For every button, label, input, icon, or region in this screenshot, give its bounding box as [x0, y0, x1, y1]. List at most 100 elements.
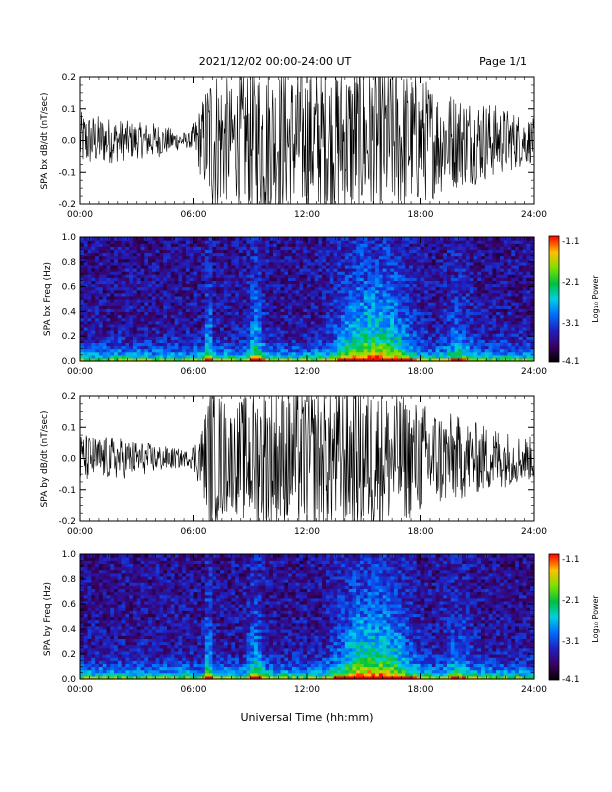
spectrogram-cell: [231, 271, 236, 275]
spectrogram-cell: [254, 299, 259, 303]
spectrogram-cell: [307, 323, 312, 328]
spectrogram-cell: [223, 330, 229, 334]
spectrogram-cell: [114, 246, 119, 250]
spectrogram-cell: [102, 271, 108, 275]
spectrogram-cell: [208, 268, 214, 272]
spectrogram-cell: [261, 292, 266, 297]
spectrogram-cell: [428, 311, 433, 316]
spectrogram-cell: [269, 299, 274, 303]
spectrogram-cell: [242, 258, 248, 263]
spectrogram-cell: [458, 357, 463, 362]
spectrogram-cell: [382, 320, 388, 325]
spectrogram-cell: [148, 237, 153, 241]
spectrogram-cell: [201, 330, 206, 334]
spectrogram-cell: [231, 243, 236, 247]
spectrogram-cell: [174, 240, 179, 244]
spectrogram-cell: [318, 252, 323, 257]
spectrogram-cell: [367, 283, 372, 288]
spectrogram-cell: [337, 286, 342, 291]
spectrogram-cell: [212, 348, 217, 353]
spectrogram-cell: [95, 274, 100, 278]
spectrogram-cell: [318, 357, 323, 362]
spectrogram-cell: [344, 354, 350, 359]
spectrogram-cell: [212, 326, 217, 331]
spectrogram-cell: [204, 323, 210, 328]
spectrogram-cell: [454, 237, 459, 241]
spectrogram-cell: [83, 311, 89, 316]
spectrogram-cell: [371, 289, 376, 294]
spectrogram-cell: [193, 311, 198, 316]
spectrogram-cell: [159, 314, 164, 319]
spectrogram-cell: [367, 280, 372, 285]
spectrogram-cell: [416, 305, 422, 309]
spectrogram-cell: [204, 268, 210, 272]
spectrogram-cell: [325, 274, 331, 278]
spectrogram-cell: [201, 277, 206, 281]
spectrogram-cell: [242, 271, 248, 275]
spectrogram-cell: [378, 314, 384, 319]
spectrogram-cell: [420, 299, 425, 303]
spectrogram-cell: [386, 261, 391, 266]
spectrogram-cell: [235, 336, 240, 340]
spectrogram-cell: [405, 264, 410, 269]
spectrogram-cell: [450, 308, 456, 312]
spectrogram-cell: [91, 339, 96, 343]
spectrogram-cell: [382, 264, 388, 269]
spectrogram-cell: [299, 249, 304, 254]
spectrogram-cell: [341, 292, 346, 297]
spectrogram-cell: [182, 317, 187, 322]
spectrogram-cell: [121, 286, 126, 291]
spectrogram-cell: [110, 271, 115, 275]
spectrogram-cell: [390, 295, 395, 300]
spectrogram-cell: [208, 237, 214, 241]
spectrogram-cell: [223, 326, 229, 331]
spectrogram-cell: [155, 354, 161, 359]
spectrogram-cell: [386, 308, 391, 312]
spectrogram-cell: [439, 252, 444, 257]
spectrogram-cell: [420, 237, 425, 241]
spectrogram-cell: [212, 305, 217, 309]
spectrogram-cell: [291, 280, 297, 285]
spectrogram-cell: [227, 286, 232, 291]
spectrogram-cell: [87, 295, 92, 300]
spectrogram-cell: [151, 308, 157, 312]
spectrogram-cell: [155, 243, 161, 247]
spectrogram-cell: [352, 339, 357, 343]
spectrogram-cell: [219, 264, 225, 269]
spectrogram-cell: [80, 330, 85, 334]
spectrogram-cell: [325, 255, 331, 260]
spectrogram-cell: [95, 264, 100, 269]
spectrogram-cell: [201, 283, 206, 288]
spectrogram-cell: [246, 311, 251, 316]
spectrogram-cell: [246, 299, 251, 303]
spectrogram-cell: [325, 305, 331, 309]
spectrogram-cell: [185, 330, 191, 334]
spectrogram-cell: [314, 252, 319, 257]
spectrogram-cell: [435, 333, 441, 337]
spectrogram-cell: [223, 314, 229, 319]
spectrogram-cell: [182, 268, 187, 272]
spectrogram-cell: [197, 258, 202, 263]
spectrogram-cell: [91, 240, 96, 244]
spectrogram-cell: [144, 345, 149, 350]
spectrogram-cell: [102, 289, 108, 294]
spectrogram-cell: [238, 342, 244, 347]
spectrogram-cell: [250, 240, 255, 244]
spectrogram-cell: [397, 283, 403, 288]
spectrogram-cell: [401, 305, 406, 309]
spectrogram-cell: [420, 354, 425, 359]
spectrogram-cell: [102, 336, 108, 340]
spectrogram-cell: [185, 348, 191, 353]
spectrogram-cell: [170, 237, 176, 241]
spectrogram-cell: [397, 274, 403, 278]
spectrogram-cell: [121, 345, 126, 350]
spectrogram-cell: [367, 317, 372, 322]
spectrogram-cell: [322, 252, 327, 257]
spectrogram-cell: [348, 317, 353, 322]
spectrogram-cell: [204, 255, 210, 260]
spectrogram-cell: [182, 326, 187, 331]
spectrogram-cell: [307, 354, 312, 359]
spectrogram-cell: [242, 342, 248, 347]
spectrogram-cell: [371, 333, 376, 337]
spectrogram-cell: [110, 305, 115, 309]
